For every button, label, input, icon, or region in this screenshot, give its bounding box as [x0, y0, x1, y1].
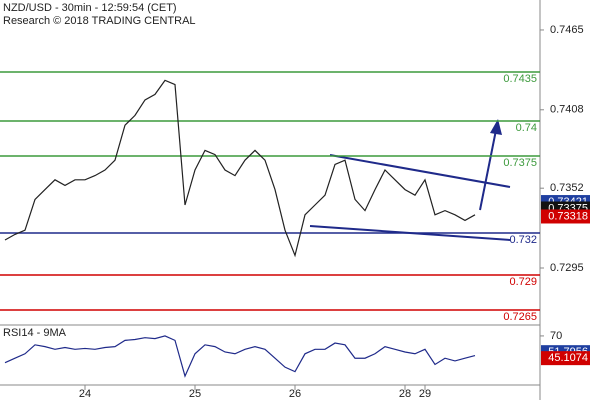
level-label: 0.7435 — [503, 73, 537, 85]
rsi-title: RSI14 - 9MA — [3, 327, 67, 339]
level-label: 0.7375 — [503, 157, 537, 169]
y-tick-label: 0.7465 — [550, 24, 584, 36]
price-line — [4, 335, 476, 378]
price-marker — [541, 351, 590, 366]
trend-line — [329, 154, 511, 188]
chart-title: NZD/USD - 30min - 12:59:54 (CET) — [3, 2, 177, 14]
chart-subtitle: Research © 2018 TRADING CENTRAL — [3, 15, 196, 27]
y-tick-label: 0.7408 — [550, 104, 584, 116]
x-tick-label: 29 — [419, 388, 431, 400]
price-marker-label: 45.1074 — [548, 352, 588, 364]
forecast-arrow — [479, 129, 497, 211]
price-line — [4, 79, 476, 258]
level-label: 0.7265 — [503, 311, 537, 323]
level-label: 0.74 — [516, 122, 537, 134]
y-tick-label: 0.7352 — [550, 182, 584, 194]
y-tick-label: 0.7295 — [550, 262, 584, 274]
level-label: 0.732 — [509, 234, 537, 246]
x-tick-label: 24 — [79, 388, 91, 400]
y-tick-label: 70 — [550, 330, 562, 342]
price-marker-label: 0.73318 — [548, 210, 588, 222]
x-tick-label: 25 — [189, 388, 201, 400]
x-tick-label: 28 — [399, 388, 411, 400]
x-tick-label: 26 — [289, 388, 301, 400]
level-label: 0.729 — [509, 276, 537, 288]
arrow-head — [490, 119, 502, 135]
price-marker — [541, 209, 590, 224]
